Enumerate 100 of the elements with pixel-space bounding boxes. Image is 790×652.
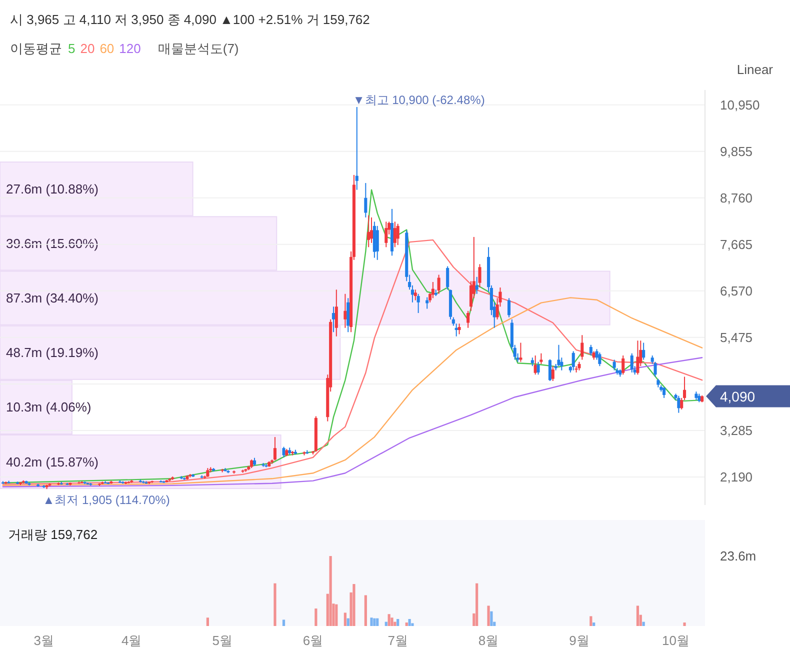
x-tick-label: 7월 (388, 633, 408, 648)
candlestick (396, 223, 400, 246)
candlestick (437, 274, 440, 294)
candlestick (273, 436, 276, 461)
candlestick (548, 358, 552, 382)
text: 23.6m (720, 548, 756, 564)
annotation: ▲최저 1,905 (114.70%) (42, 493, 170, 508)
candlestick (458, 323, 461, 335)
candlestick (551, 366, 554, 382)
y-tick-label: 3,285 (720, 422, 753, 438)
y-tick-label: 6,570 (720, 283, 753, 298)
candlestick (376, 225, 379, 260)
candlestick (416, 293, 420, 314)
candlestick (332, 306, 336, 333)
bar (352, 584, 356, 626)
candlestick (507, 298, 511, 318)
bar (346, 618, 350, 626)
data-label: 48.7m (19.19%) (6, 345, 98, 360)
candlestick (446, 266, 450, 290)
candlestick (662, 386, 666, 398)
candlestick (410, 284, 414, 303)
candlestick (536, 361, 540, 376)
bar (476, 583, 478, 626)
bar (282, 620, 286, 626)
chart-title: 매물분석도(7) (158, 41, 239, 56)
candlestick (677, 395, 680, 414)
bar (636, 606, 640, 626)
candlestick (466, 310, 470, 328)
text: 120 (119, 41, 141, 56)
candlestick (355, 106, 358, 190)
candlestick (680, 397, 684, 410)
bar (394, 622, 396, 626)
bar (592, 622, 596, 626)
candlestick (683, 376, 686, 401)
candlestick (431, 281, 434, 299)
bar (487, 606, 490, 626)
candlestick (519, 342, 522, 362)
y-tick-label: 7,665 (720, 236, 753, 252)
bar (490, 611, 493, 626)
bar (384, 622, 388, 626)
candlestick (475, 276, 478, 294)
bar (390, 618, 394, 626)
y-tick-label: 2,190 (720, 469, 753, 484)
bar (405, 622, 408, 626)
bar (411, 623, 414, 626)
bar (314, 608, 318, 626)
candlestick (344, 293, 347, 328)
x-tick-label: 3월 (34, 633, 54, 648)
candlestick (370, 216, 374, 244)
x-tick-label: 5월 (212, 633, 232, 648)
y-tick-label: 8,760 (720, 190, 753, 206)
candlestick (622, 354, 625, 376)
candlestick (598, 352, 602, 367)
data-label: 27.6m (10.88%) (6, 181, 98, 196)
candlestick (364, 182, 368, 218)
bar (370, 618, 373, 626)
bar (274, 583, 276, 626)
candlestick (367, 214, 370, 248)
text: Linear (736, 62, 774, 77)
y-tick-label: 9,855 (720, 144, 753, 159)
bar (364, 595, 367, 626)
bar (344, 612, 346, 626)
bar (642, 622, 645, 626)
bar (396, 619, 400, 626)
candlestick (630, 352, 634, 373)
y-tick-label: 10,950 (720, 97, 760, 112)
chart-title: 거래량 159,762 (8, 527, 98, 542)
text: 20 (80, 41, 95, 56)
candlestick (454, 323, 458, 337)
data-label: 87.3m (34.40%) (6, 290, 98, 306)
x-tick-label: 8월 (478, 633, 499, 648)
candlestick (636, 340, 640, 376)
legend-title: 이동평균 (10, 41, 62, 56)
candlestick (642, 342, 646, 360)
text: 5 (68, 41, 76, 56)
candlestick (414, 289, 417, 301)
annotation: 4,090 (720, 388, 756, 404)
data-label: 40.2m (15.87%) (6, 454, 98, 470)
bar (373, 618, 376, 626)
data-label: 10.3m (4.06%) (6, 400, 92, 415)
text: 60 (100, 41, 114, 56)
candlestick (282, 446, 286, 458)
candlestick (393, 221, 396, 248)
candlestick (384, 221, 388, 248)
bar (590, 616, 592, 626)
candlestick (589, 344, 592, 356)
candlestick (540, 352, 543, 364)
bar (376, 618, 379, 626)
candlestick (557, 344, 560, 367)
candlestick (572, 350, 575, 371)
x-tick-label: 10월 (662, 633, 690, 648)
candlestick (612, 359, 616, 371)
y-tick-label: 5,475 (720, 330, 753, 345)
candlestick (580, 334, 584, 360)
bar (408, 619, 411, 626)
bar (388, 614, 390, 626)
bar (329, 556, 332, 626)
annotation: ▼최고 10,900 (-62.48%) (352, 92, 485, 107)
candlestick (478, 264, 482, 288)
x-tick-label: 9월 (569, 633, 590, 648)
